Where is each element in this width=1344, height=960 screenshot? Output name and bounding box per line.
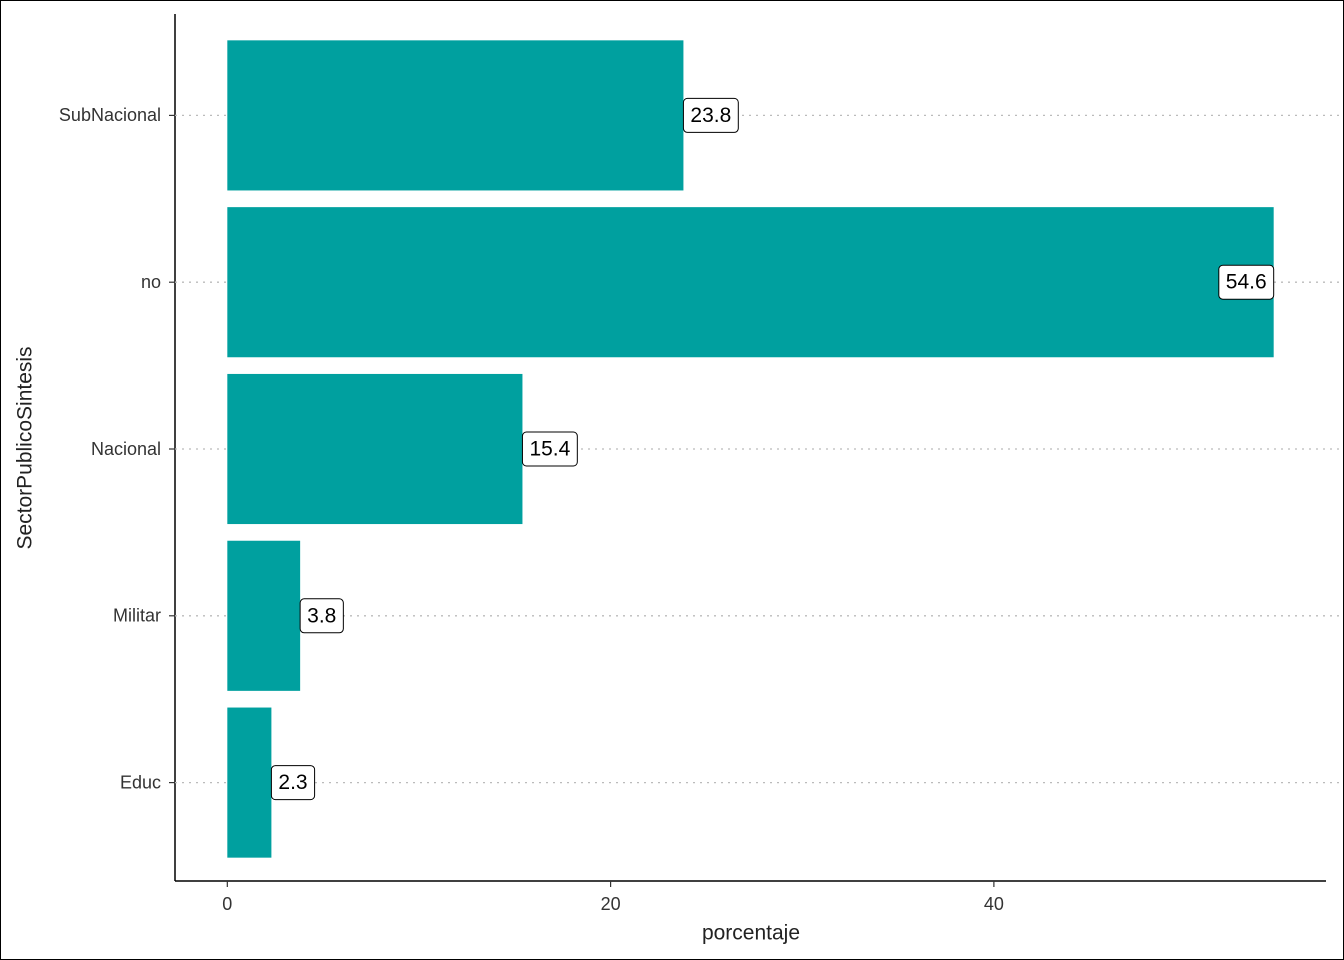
value-label-box — [521, 431, 578, 467]
y-tick-label: no — [141, 272, 161, 292]
y-tick-label: Nacional — [91, 439, 161, 459]
x-axis-title: porcentaje — [702, 922, 800, 945]
value-label-box — [1218, 264, 1275, 300]
value-label: 3.8 — [307, 604, 336, 627]
value-label-box — [299, 598, 344, 634]
y-tick-label: Educ — [120, 772, 161, 792]
x-tick-label: 0 — [222, 894, 232, 914]
bar — [227, 540, 301, 691]
y-axis-title: SectorPublicoSintesis — [14, 346, 37, 549]
y-tick-label: SubNacional — [59, 105, 161, 125]
value-label: 23.8 — [690, 104, 731, 127]
bar — [227, 40, 684, 191]
x-tick-label: 40 — [984, 894, 1004, 914]
y-tick-label: Militar — [113, 606, 161, 626]
value-label-box — [682, 97, 739, 133]
value-label: 54.6 — [1226, 271, 1267, 294]
value-label: 15.4 — [529, 438, 570, 461]
value-label: 2.3 — [278, 771, 307, 794]
bar — [227, 373, 523, 525]
bar — [227, 707, 272, 858]
x-tick-label: 20 — [601, 894, 621, 914]
value-label-box — [270, 765, 316, 801]
bar — [227, 207, 1274, 358]
